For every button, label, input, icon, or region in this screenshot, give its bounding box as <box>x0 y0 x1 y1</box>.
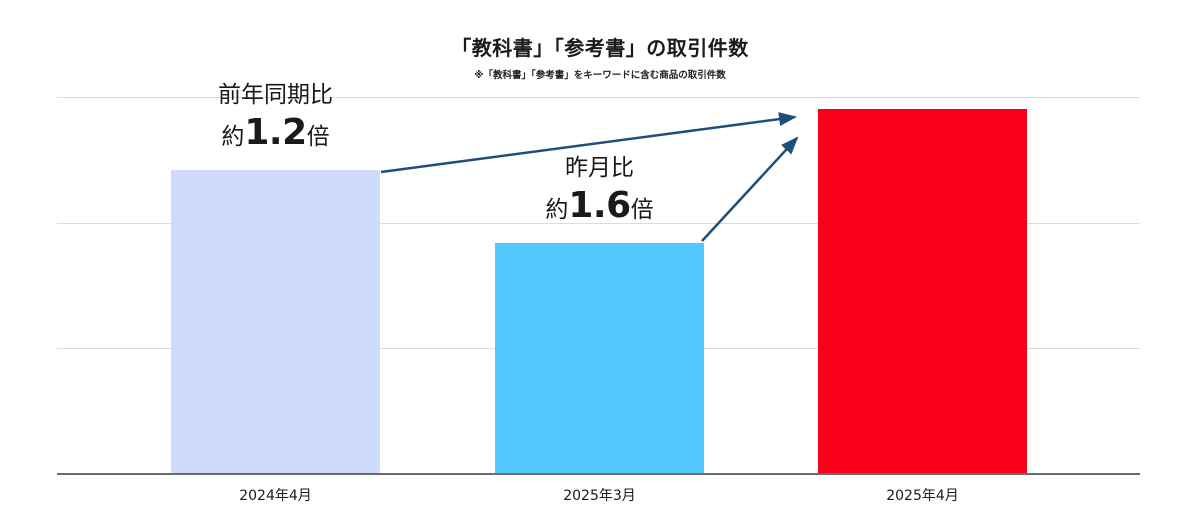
annotation-number: 1.2 <box>244 112 307 153</box>
chart-subtitle: ※「教科書」「参考書」をキーワードに含む商品の取引件数 <box>474 70 726 81</box>
gridline <box>57 97 1140 98</box>
bar-2024-04 <box>171 169 380 474</box>
chart-title: 「教科書」「参考書」の取引件数 <box>451 36 749 60</box>
annotation-yoy-value: 約1.2倍 <box>171 110 380 160</box>
gridline <box>57 223 1140 224</box>
x-axis-line <box>57 473 1140 475</box>
annotation-prefix: 約 <box>545 197 569 223</box>
bar-2025-03 <box>495 242 704 474</box>
x-tick-label: 2025年3月 <box>563 488 636 504</box>
annotation-number: 1.6 <box>568 185 631 226</box>
x-tick-label: 2025年4月 <box>886 488 959 504</box>
annotation-mom: 昨月比 約1.6倍 <box>495 153 704 233</box>
annotation-mom-value: 約1.6倍 <box>495 183 704 233</box>
annotation-prefix: 約 <box>221 124 245 150</box>
arrow-mom-icon <box>701 136 799 242</box>
annotation-mom-label: 昨月比 <box>565 155 634 181</box>
annotation-suffix: 倍 <box>306 124 330 150</box>
bar-2025-04 <box>818 109 1027 474</box>
annotation-suffix: 倍 <box>630 197 654 223</box>
arrow-yoy-icon <box>380 112 797 174</box>
annotation-yoy: 前年同期比 約1.2倍 <box>171 80 380 160</box>
annotation-yoy-label: 前年同期比 <box>218 82 333 108</box>
x-tick-label: 2024年4月 <box>239 488 312 504</box>
